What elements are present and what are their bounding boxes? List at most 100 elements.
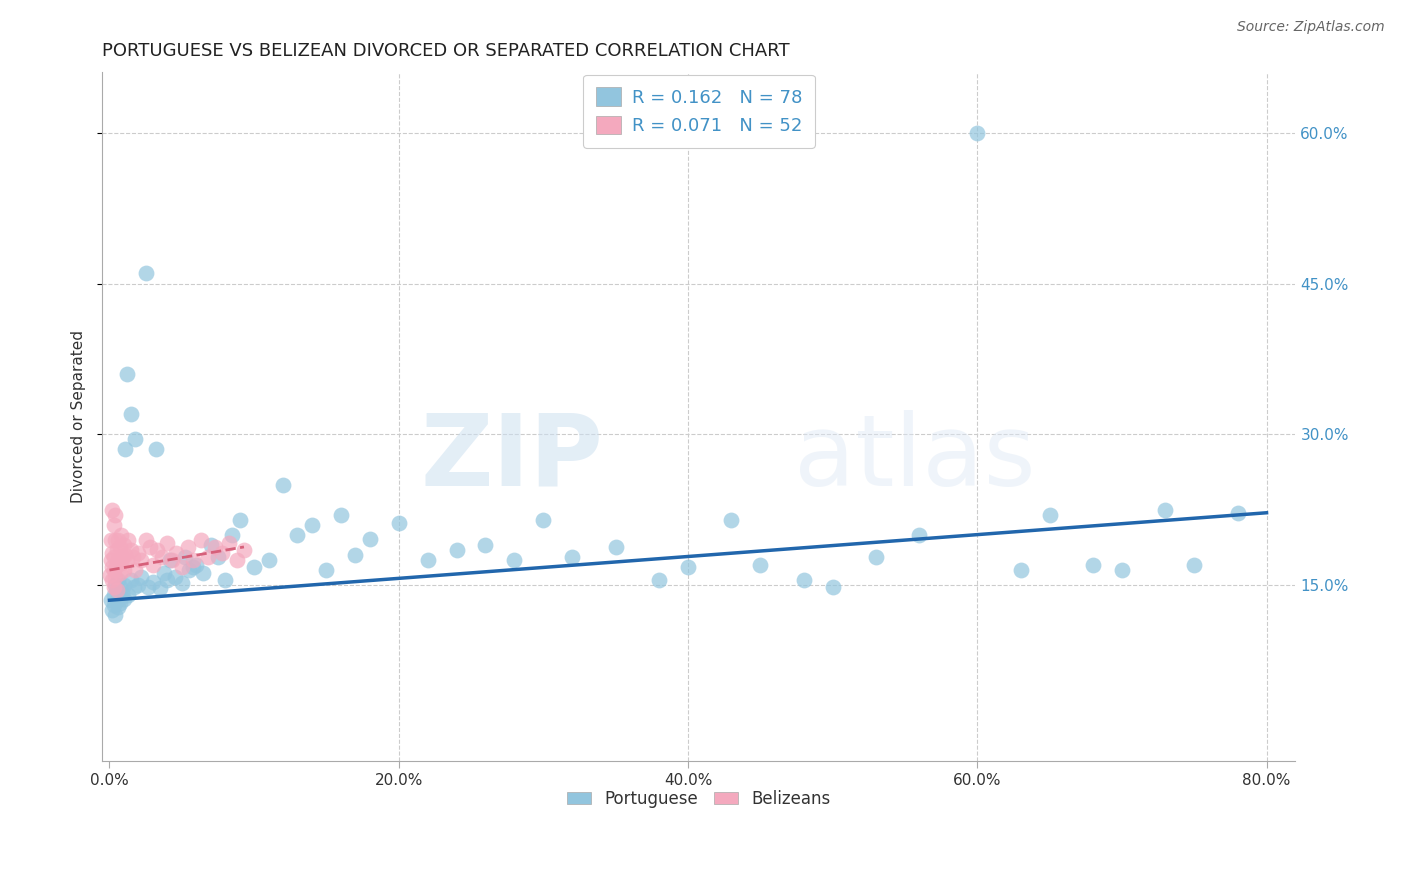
Point	[186, 558, 208, 572]
Text: atlas: atlas	[794, 409, 1036, 507]
Point	[1154, 502, 1177, 516]
Point	[112, 592, 135, 607]
Point	[108, 540, 131, 554]
Point	[676, 560, 699, 574]
Point	[105, 583, 128, 598]
Point	[114, 548, 136, 562]
Point	[271, 477, 294, 491]
Point	[115, 367, 138, 381]
Point	[104, 578, 127, 592]
Point	[120, 543, 142, 558]
Point	[446, 543, 468, 558]
Point	[793, 573, 815, 587]
Point	[105, 558, 128, 572]
Y-axis label: Divorced or Separated: Divorced or Separated	[72, 330, 86, 503]
Text: ZIP: ZIP	[420, 409, 603, 507]
Point	[561, 549, 583, 564]
Point	[124, 563, 146, 577]
Point	[112, 563, 135, 577]
Point	[146, 543, 169, 558]
Point	[153, 566, 176, 580]
Point	[101, 603, 124, 617]
Point	[104, 508, 127, 522]
Point	[156, 536, 179, 550]
Point	[1010, 563, 1032, 577]
Point	[142, 575, 165, 590]
Point	[183, 553, 205, 567]
Point	[107, 553, 129, 567]
Point	[315, 563, 337, 577]
Point	[100, 533, 122, 547]
Point	[98, 568, 121, 582]
Point	[110, 556, 132, 570]
Point	[139, 540, 162, 554]
Point	[105, 583, 128, 598]
Point	[908, 528, 931, 542]
Point	[103, 599, 125, 613]
Point	[821, 580, 844, 594]
Point	[117, 588, 139, 602]
Point	[145, 442, 167, 457]
Point	[301, 517, 323, 532]
Point	[193, 566, 215, 580]
Point	[150, 549, 173, 564]
Point	[103, 588, 125, 602]
Point	[177, 563, 200, 577]
Point	[101, 573, 124, 587]
Point	[104, 608, 127, 623]
Point	[115, 553, 138, 567]
Point	[165, 546, 187, 560]
Point	[107, 533, 129, 547]
Point	[207, 549, 229, 564]
Point	[183, 560, 205, 574]
Point	[100, 560, 122, 574]
Text: Source: ZipAtlas.com: Source: ZipAtlas.com	[1237, 20, 1385, 34]
Point	[105, 593, 128, 607]
Point	[749, 558, 772, 572]
Point	[228, 513, 250, 527]
Point	[214, 573, 236, 587]
Point	[170, 576, 193, 591]
Point	[211, 546, 233, 560]
Point	[129, 553, 152, 567]
Point	[1081, 558, 1104, 572]
Point	[474, 538, 496, 552]
Point	[257, 553, 280, 567]
Point	[149, 581, 172, 595]
Point	[243, 560, 266, 574]
Point	[107, 573, 129, 587]
Point	[225, 553, 247, 567]
Point	[163, 570, 186, 584]
Point	[101, 546, 124, 560]
Point	[344, 548, 367, 562]
Point	[108, 580, 131, 594]
Point	[966, 126, 988, 140]
Point	[104, 533, 127, 547]
Point	[388, 516, 411, 530]
Point	[108, 596, 131, 610]
Point	[112, 578, 135, 592]
Point	[200, 538, 222, 552]
Text: PORTUGUESE VS BELIZEAN DIVORCED OR SEPARATED CORRELATION CHART: PORTUGUESE VS BELIZEAN DIVORCED OR SEPAR…	[103, 42, 790, 60]
Point	[127, 546, 149, 560]
Point	[135, 267, 157, 281]
Point	[1111, 563, 1133, 577]
Point	[120, 573, 142, 587]
Point	[121, 549, 143, 564]
Point	[1182, 558, 1205, 572]
Point	[142, 558, 165, 572]
Point	[111, 549, 134, 564]
Point	[416, 553, 439, 567]
Point	[114, 442, 136, 457]
Point	[503, 553, 526, 567]
Point	[176, 540, 198, 554]
Point	[111, 586, 134, 600]
Point	[329, 508, 352, 522]
Point	[117, 533, 139, 547]
Point	[108, 566, 131, 580]
Point	[105, 543, 128, 558]
Point	[287, 528, 309, 542]
Point	[359, 532, 381, 546]
Point	[100, 593, 122, 607]
Point	[156, 573, 179, 587]
